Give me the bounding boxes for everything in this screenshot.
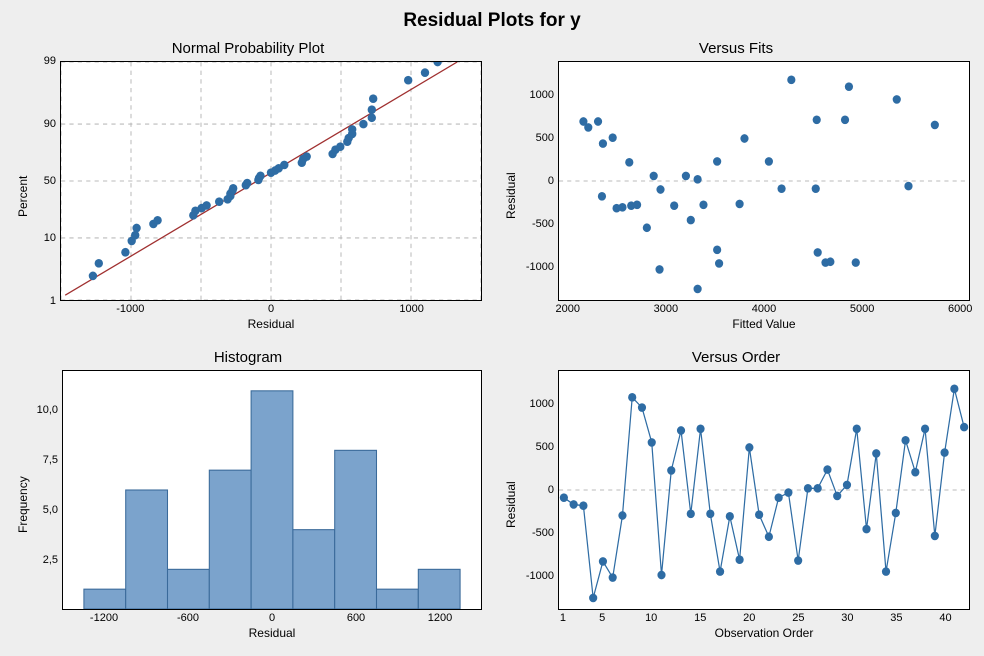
vorder-xticks: 1510152025303540 — [558, 610, 970, 624]
main-title: Residual Plots for y — [6, 4, 978, 40]
vfits-plot-area — [558, 61, 970, 301]
vorder-ylabel: Residual — [502, 370, 520, 640]
npp-ylabel: Percent — [14, 61, 32, 331]
hist-plot-area — [62, 370, 482, 610]
npp-xticks: -100001000 — [60, 301, 482, 315]
vorder-plot-area — [558, 370, 970, 610]
panel-npp: Normal Probability Plot Percent 99905010… — [14, 40, 482, 331]
hist-title: Histogram — [14, 349, 482, 366]
vfits-title: Versus Fits — [502, 40, 970, 57]
plot-grid: Normal Probability Plot Percent 99905010… — [6, 40, 978, 640]
hist-yticks: 10,07,55,02,5 — [32, 370, 62, 610]
hist-xlabel: Residual — [62, 626, 482, 640]
residual-plots-container: Residual Plots for y Normal Probability … — [0, 0, 984, 656]
vfits-yticks: 10005000-500-1000 — [520, 61, 558, 301]
vorder-title: Versus Order — [502, 349, 970, 366]
hist-ylabel: Frequency — [14, 370, 32, 640]
vorder-yticks: 10005000-500-1000 — [520, 370, 558, 610]
vfits-ylabel: Residual — [502, 61, 520, 331]
vorder-xlabel: Observation Order — [558, 626, 970, 640]
vfits-xlabel: Fitted Value — [558, 317, 970, 331]
vfits-xticks: 20003000400050006000 — [558, 301, 970, 315]
panel-hist: Histogram Frequency 10,07,55,02,5 -1200-… — [14, 349, 482, 640]
npp-xlabel: Residual — [60, 317, 482, 331]
npp-title: Normal Probability Plot — [14, 40, 482, 57]
panel-vfits: Versus Fits Residual 10005000-500-1000 2… — [502, 40, 970, 331]
npp-plot-area — [60, 61, 482, 301]
panel-vorder: Versus Order Residual 10005000-500-1000 … — [502, 349, 970, 640]
hist-xticks: -1200-60006001200 — [62, 610, 482, 624]
npp-yticks: 999050101 — [32, 61, 60, 301]
